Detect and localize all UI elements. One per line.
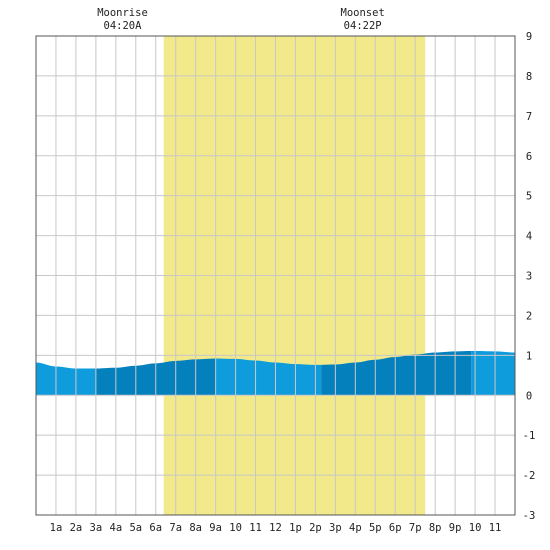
x-tick-label: 1p — [289, 522, 302, 534]
y-tick-label: 6 — [526, 151, 532, 163]
moon-event-label: Moonrise — [97, 7, 148, 19]
x-tick-label: 5p — [369, 522, 382, 534]
x-tick-label: 2p — [309, 522, 322, 534]
x-tick-label: 9p — [449, 522, 462, 534]
x-tick-label: 4a — [110, 522, 123, 534]
tide-band — [321, 350, 472, 396]
x-tick-label: 4p — [349, 522, 362, 534]
x-tick-label: 11 — [249, 522, 262, 534]
x-tick-label: 12 — [269, 522, 282, 534]
x-tick-label: 5a — [129, 522, 142, 534]
y-tick-label: 9 — [526, 31, 532, 43]
tide-band — [471, 350, 515, 396]
x-tick-label: 10 — [469, 522, 482, 534]
x-tick-label: 7a — [169, 522, 182, 534]
tide-band — [215, 358, 322, 396]
x-tick-label: 9a — [209, 522, 222, 534]
y-tick-label: 4 — [526, 231, 532, 243]
y-tick-label: 7 — [526, 111, 532, 123]
plot-frame — [35, 35, 516, 516]
x-tick-label: 11 — [489, 522, 502, 534]
x-tick-label: 2a — [70, 522, 83, 534]
x-tick-label: 3p — [329, 522, 342, 534]
y-tick-label: 5 — [526, 191, 532, 203]
moon-event-label: Moonset — [341, 7, 385, 19]
y-tick-label: -2 — [523, 470, 536, 482]
y-tick-label: -1 — [523, 430, 536, 442]
y-tick-label: 2 — [526, 310, 532, 322]
tide-band — [36, 362, 96, 396]
y-tick-label: 1 — [526, 350, 532, 362]
y-tick-label: 8 — [526, 71, 532, 83]
x-tick-label: 10 — [229, 522, 242, 534]
x-tick-label: 6p — [389, 522, 402, 534]
x-tick-label: 8p — [429, 522, 442, 534]
x-tick-label: 1a — [50, 522, 63, 534]
y-tick-label: -3 — [523, 510, 536, 522]
x-tick-label: 6a — [149, 522, 162, 534]
moon-event-time: 04:22P — [344, 20, 382, 32]
y-tick-label: 3 — [526, 271, 532, 283]
x-tick-label: 8a — [189, 522, 202, 534]
x-tick-label: 7p — [409, 522, 422, 534]
moon-event-time: 04:20A — [104, 20, 143, 32]
x-tick-label: 3a — [90, 522, 103, 534]
y-tick-label: 0 — [526, 390, 532, 402]
